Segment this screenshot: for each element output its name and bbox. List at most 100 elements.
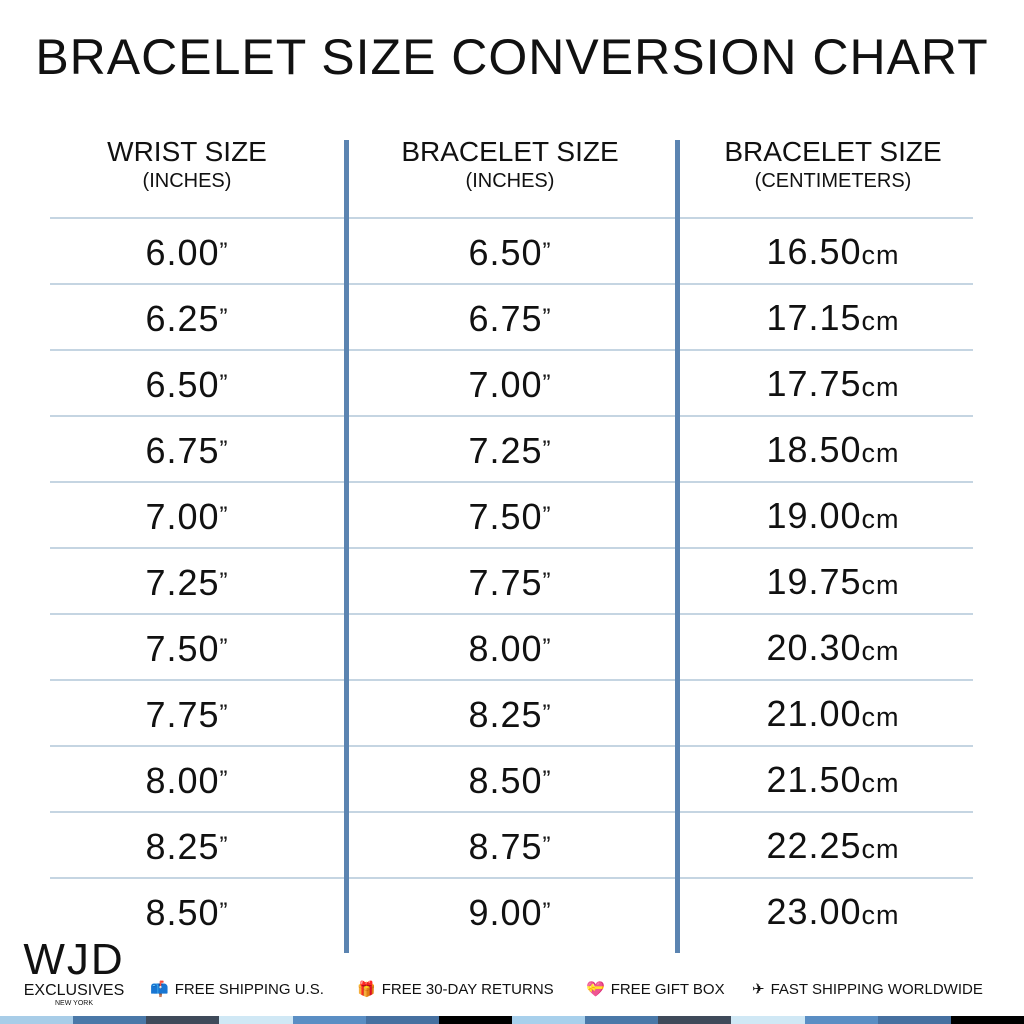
stripe-segment: [365, 1016, 439, 1024]
column-divider: [675, 140, 680, 953]
cm-unit: cm: [861, 438, 900, 468]
cm-unit: cm: [861, 636, 900, 666]
cell-value: 8.00: [145, 760, 220, 801]
table-cell: 7.50”: [27, 615, 347, 681]
column-divider: [344, 140, 349, 953]
inch-mark: ”: [542, 634, 552, 661]
table-cell: 7.00”: [350, 351, 670, 417]
cell-value: 16.50: [766, 231, 862, 272]
cell-value: 6.50: [145, 364, 220, 405]
inch-mark: ”: [219, 568, 229, 595]
inch-mark: ”: [542, 436, 552, 463]
inch-mark: ”: [542, 502, 552, 529]
airplane-icon: ✈: [752, 981, 765, 998]
cell-value: 8.25: [145, 826, 220, 867]
table-cell: 17.15cm: [673, 285, 993, 351]
cell-value: 19.00: [766, 495, 862, 536]
stripe-segment: [73, 1016, 147, 1024]
table-cell: 21.00cm: [673, 681, 993, 747]
perk-item: 💝 FREE GIFT BOX: [586, 980, 725, 999]
table-cell: 8.25”: [27, 813, 347, 879]
logo-subtext: NEW YORK: [55, 1000, 93, 1007]
stripe-segment: [877, 1016, 951, 1024]
cm-unit: cm: [861, 900, 900, 930]
cell-value: 7.50: [145, 628, 220, 669]
perk-item: 🎁 FREE 30-DAY RETURNS: [357, 980, 554, 999]
stripe-segment: [658, 1016, 732, 1024]
row-rule: [50, 217, 973, 219]
cm-unit: cm: [861, 570, 900, 600]
page-title: BRACELET SIZE CONVERSION CHART: [35, 29, 989, 85]
table-cell: 8.75”: [350, 813, 670, 879]
table-cell: 6.50”: [350, 219, 670, 285]
stripe-segment: [585, 1016, 659, 1024]
table-cell: 6.75”: [27, 417, 347, 483]
inch-mark: ”: [219, 502, 229, 529]
table-cell: 8.25”: [350, 681, 670, 747]
cell-value: 19.75: [766, 561, 862, 602]
inch-mark: ”: [542, 898, 552, 925]
row-rule: [50, 745, 973, 747]
table-cell: 18.50cm: [673, 417, 993, 483]
column-subheader: (INCHES): [465, 170, 555, 192]
cell-value: 7.50: [468, 496, 543, 537]
inch-mark: ”: [219, 304, 229, 331]
logo-text: EXCLUSIVES: [23, 982, 125, 999]
table-cell: 6.25”: [27, 285, 347, 351]
inch-mark: ”: [219, 898, 229, 925]
table-cell: 8.50”: [27, 879, 347, 945]
row-rule: [50, 349, 973, 351]
inch-mark: ”: [219, 766, 229, 793]
cell-value: 8.50: [468, 760, 543, 801]
column-subheader: (CENTIMETERS): [754, 170, 912, 192]
cell-value: 20.30: [766, 627, 862, 668]
table-cell: 6.00”: [27, 219, 347, 285]
cm-unit: cm: [861, 768, 900, 798]
inch-mark: ”: [219, 436, 229, 463]
cell-value: 21.50: [766, 759, 862, 800]
stripe-segment: [292, 1016, 366, 1024]
inch-mark: ”: [219, 238, 229, 265]
table-cell: 22.25cm: [673, 813, 993, 879]
stripe-segment: [146, 1016, 220, 1024]
logo-mark: WJD: [23, 935, 125, 984]
row-rule: [50, 547, 973, 549]
cell-value: 17.75: [766, 363, 862, 404]
row-rule: [50, 877, 973, 879]
cm-unit: cm: [861, 372, 900, 402]
gift-icon: 🎁: [357, 981, 376, 998]
table-cell: 7.50”: [350, 483, 670, 549]
perk-label: FAST SHIPPING WORLDWIDE: [770, 980, 983, 998]
cell-value: 18.50: [766, 429, 862, 470]
table-cell: 23.00cm: [673, 879, 993, 945]
cell-value: 23.00: [766, 891, 862, 932]
cell-value: 7.75: [145, 694, 220, 735]
table-cell: 21.50cm: [673, 747, 993, 813]
inch-mark: ”: [542, 766, 552, 793]
inch-mark: ”: [542, 832, 552, 859]
cell-value: 6.25: [145, 298, 220, 339]
cm-unit: cm: [861, 702, 900, 732]
cell-value: 8.75: [468, 826, 543, 867]
inch-mark: ”: [542, 370, 552, 397]
table-cell: 16.50cm: [673, 219, 993, 285]
inch-mark: ”: [219, 634, 229, 661]
cell-value: 8.00: [468, 628, 543, 669]
stripe-segment: [219, 1016, 293, 1024]
perk-item: ✈ FAST SHIPPING WORLDWIDE: [752, 980, 983, 999]
cell-value: 7.25: [468, 430, 543, 471]
row-rule: [50, 679, 973, 681]
table-cell: 19.75cm: [673, 549, 993, 615]
cm-unit: cm: [861, 834, 900, 864]
cell-value: 6.75: [468, 298, 543, 339]
inch-mark: ”: [219, 832, 229, 859]
mailbox-icon: 📫: [150, 981, 169, 998]
inch-mark: ”: [542, 700, 552, 727]
cell-value: 7.00: [468, 364, 543, 405]
stripe-segment: [511, 1016, 586, 1024]
inch-mark: ”: [542, 568, 552, 595]
column-subheader: (INCHES): [142, 170, 232, 192]
perk-label: FREE GIFT BOX: [610, 980, 725, 998]
cell-value: 7.00: [145, 496, 220, 537]
row-rule: [50, 415, 973, 417]
